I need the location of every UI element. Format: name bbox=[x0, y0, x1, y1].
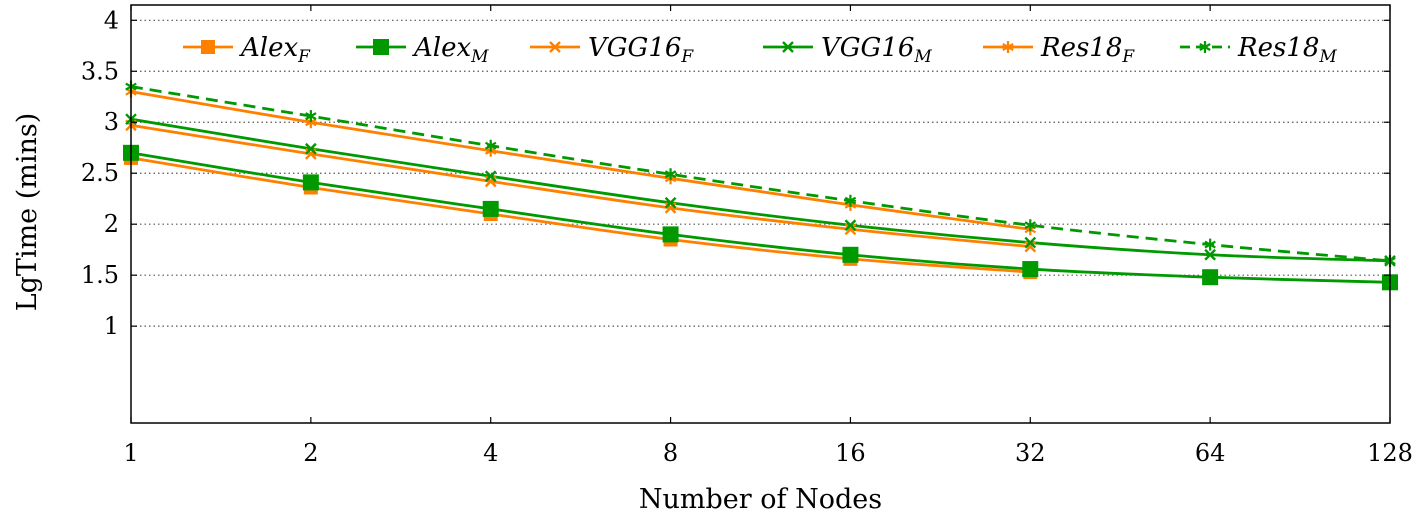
x-tick-label: 4 bbox=[483, 439, 498, 467]
legend-label: AlexF bbox=[239, 33, 311, 67]
data-point-vgg16-m bbox=[484, 170, 497, 183]
legend-label-base: Res18 bbox=[1237, 33, 1319, 63]
legend-label-subscript: F bbox=[1121, 47, 1135, 67]
x-tick-label: 16 bbox=[835, 439, 866, 467]
data-point-res18-m bbox=[1204, 238, 1216, 251]
data-points bbox=[123, 80, 1398, 291]
legend-entry-vgg16-f: VGG16F bbox=[530, 33, 694, 67]
data-point-vgg16-m bbox=[1204, 248, 1216, 261]
legend-swatch-marker bbox=[373, 39, 389, 55]
legend-label-subscript: M bbox=[470, 47, 489, 67]
data-point-res18-m bbox=[305, 110, 317, 123]
legend-label-base: Alex bbox=[239, 33, 298, 63]
legend-label-subscript: F bbox=[297, 47, 311, 67]
data-point-alex-m bbox=[482, 200, 499, 217]
legend-label: Res18M bbox=[1237, 33, 1337, 67]
legend-label-subscript: M bbox=[1318, 47, 1337, 67]
series-line-vgg16-m bbox=[130, 117, 1391, 263]
legend-label-base: VGG16 bbox=[821, 33, 914, 63]
y-tick-label: 3.5 bbox=[81, 57, 119, 85]
legend-swatch-marker bbox=[1002, 41, 1014, 53]
legend-entry-alex-m: AlexM bbox=[356, 33, 489, 67]
data-point-alex-m bbox=[302, 174, 319, 191]
legend-swatch-marker bbox=[549, 41, 561, 53]
legend-entry-alex-f: AlexF bbox=[183, 33, 311, 67]
legend-label-base: VGG16 bbox=[588, 33, 681, 63]
series-line-vgg16-f bbox=[130, 123, 1031, 249]
legend-entry-res18-f: Res18F bbox=[983, 33, 1135, 67]
y-tick-label: 4 bbox=[104, 6, 119, 34]
data-point-res18-m bbox=[484, 139, 497, 152]
y-tick-label: 3 bbox=[104, 108, 119, 136]
legend-label: AlexM bbox=[412, 33, 489, 67]
x-tick-label: 128 bbox=[1367, 439, 1413, 467]
series-lines bbox=[130, 85, 1391, 284]
legend-swatch-marker bbox=[201, 40, 215, 54]
y-axis-title: LgTime (mins) bbox=[12, 113, 43, 312]
data-point-res18-m bbox=[664, 168, 677, 181]
data-point-vgg16-m bbox=[1024, 236, 1037, 249]
data-point-vgg16-f bbox=[844, 223, 857, 236]
data-point-alex-m bbox=[662, 226, 679, 243]
legend-label-subscript: F bbox=[680, 47, 694, 67]
series-line-alex-m bbox=[130, 151, 1391, 284]
legend-swatch-marker bbox=[782, 41, 794, 53]
data-point-res18-m bbox=[1024, 219, 1037, 232]
plot-frame bbox=[130, 4, 1391, 424]
data-point-alex-m bbox=[842, 246, 859, 263]
series-line-res18-m bbox=[130, 85, 1391, 263]
x-tick-label: 1 bbox=[123, 439, 138, 467]
series-line-alex-f bbox=[130, 156, 1031, 274]
y-tick-label: 2 bbox=[104, 210, 119, 238]
x-tick-label: 2 bbox=[303, 439, 318, 467]
data-point-alex-m bbox=[1022, 261, 1039, 278]
data-point-vgg16-m bbox=[844, 219, 857, 232]
x-tick-label: 32 bbox=[1015, 439, 1046, 467]
x-tick-label: 8 bbox=[663, 439, 678, 467]
data-point-vgg16-f bbox=[1024, 240, 1037, 253]
x-tick-label: 64 bbox=[1195, 439, 1226, 467]
data-point-alex-m bbox=[1202, 269, 1219, 286]
legend-entry-vgg16-m: VGG16M bbox=[763, 33, 932, 67]
data-point-vgg16-m bbox=[664, 196, 677, 209]
legend-label-base: Alex bbox=[412, 33, 471, 63]
grid-lines bbox=[131, 19, 1390, 327]
legend-label: Res18F bbox=[1040, 33, 1135, 67]
axis-ticks: 1 1.5 2 2.5 3 3.5 4 1 2 4 8 16 32 64 128 bbox=[81, 5, 1413, 467]
legend-label-subscript: M bbox=[913, 47, 932, 67]
x-axis-title: Number of Nodes bbox=[639, 484, 882, 515]
series-line-res18-f bbox=[130, 90, 1031, 231]
legend-entry-res18-m: Res18M bbox=[1180, 33, 1337, 67]
data-point-vgg16-m bbox=[305, 142, 317, 155]
y-tick-label: 1.5 bbox=[81, 261, 119, 289]
legend-swatch-marker bbox=[1199, 41, 1211, 53]
legend-label-base: Res18 bbox=[1040, 33, 1122, 63]
legend-label: VGG16M bbox=[821, 33, 932, 67]
data-point-res18-m bbox=[844, 194, 857, 207]
y-tick-label: 2.5 bbox=[81, 159, 119, 187]
legend: AlexF AlexM VGG16F VGG16M Res18F Res18M bbox=[183, 33, 1337, 67]
y-tick-label: 1 bbox=[104, 312, 119, 340]
legend-label: VGG16F bbox=[588, 33, 694, 67]
